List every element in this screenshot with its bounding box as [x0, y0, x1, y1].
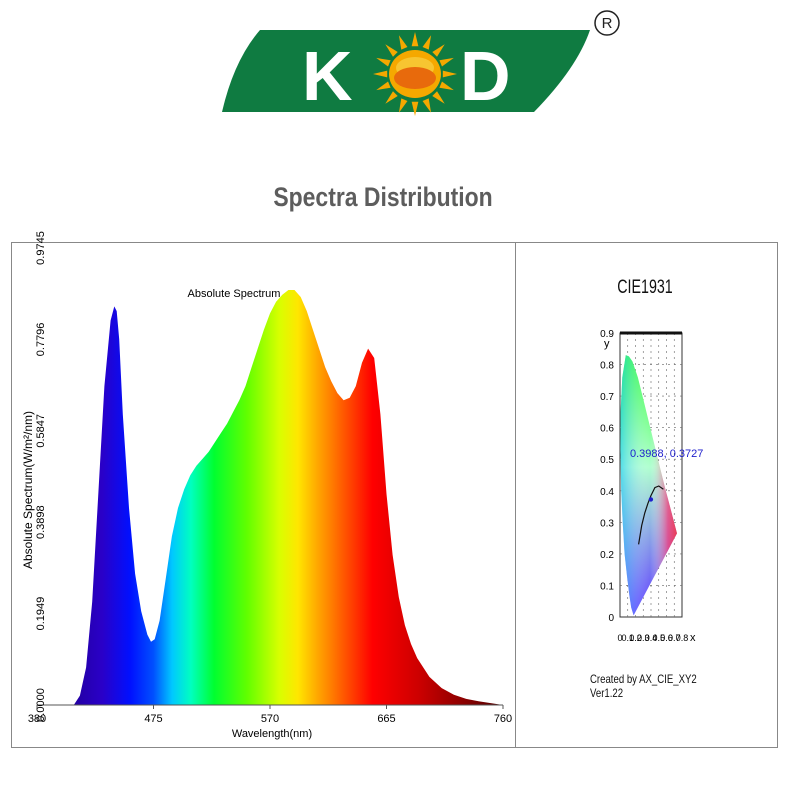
cie-y-tick-label: 0.1 [600, 581, 614, 592]
x-tick-label: 380 [28, 713, 46, 725]
sun-ray [439, 81, 454, 91]
y-tick-label: 0.9745 [35, 231, 47, 265]
registered-mark: R [602, 15, 613, 32]
sun-ray [373, 70, 388, 78]
x-tick-label: 475 [144, 713, 162, 725]
cie-x-tick-label: 0.3 [637, 633, 650, 643]
cie-y-tick-label: 0.6 [600, 424, 614, 435]
y-tick-label: 0.7796 [35, 323, 47, 357]
x-tick-label: 665 [377, 713, 395, 725]
cie-x-tick-label: 0.2 [629, 633, 642, 643]
x-tick-label: 760 [494, 713, 512, 725]
cie-color-gamut-overlay [620, 355, 677, 616]
chromaticity-point [648, 497, 654, 502]
cie-x-tick-label: 0.5 [652, 633, 665, 643]
sun-ray [432, 91, 445, 104]
cie-y-tick-label: 0 [608, 613, 614, 624]
sun-ray [385, 91, 398, 104]
x-tick-label: 570 [261, 713, 279, 725]
sun-ray [422, 35, 432, 50]
sun-ray [422, 98, 432, 113]
cie-x-axis-label: x [690, 632, 696, 644]
cie-y-tick-label: 0.2 [600, 550, 614, 561]
cie-y-tick-label: 0.3 [600, 518, 614, 529]
y-tick-label: 0.0000 [35, 688, 47, 722]
spectrum-title: Absolute Spectrum [188, 288, 281, 300]
sun-ray [385, 44, 398, 57]
cie-title: CIE1931 [617, 277, 673, 298]
logo-sun-icon [373, 32, 457, 116]
cie-y-axis-label: y [604, 338, 610, 350]
cie-y-tick-label: 0.5 [600, 455, 614, 466]
sun-ray [411, 101, 419, 116]
cie-x-tick-label: 0.8 [676, 633, 689, 643]
sun-ray [398, 98, 408, 113]
y-tick-label: 0.1949 [35, 597, 47, 631]
chromaticity-point-label: 0.3988, 0.3727 [630, 448, 703, 460]
spectrum-area [73, 290, 503, 705]
cie-y-tick-label: 0.4 [600, 487, 614, 498]
cie-x-tick-label: 0.1 [621, 633, 634, 643]
sun-ray [432, 44, 445, 57]
sun-ray [376, 81, 391, 91]
brand-logo: K D R [222, 10, 620, 116]
cie-x-tick-label: 0 [617, 633, 622, 643]
logo-letter-d: D [460, 37, 511, 115]
x-axis-label: Wavelength(nm) [232, 728, 312, 740]
sun-ray [439, 57, 454, 67]
sun-ray [442, 70, 457, 78]
y-tick-label: 0.5847 [35, 414, 47, 448]
sun-ray [398, 35, 408, 50]
cie-y-tick-label: 0.7 [600, 392, 614, 403]
sun-ray [411, 32, 419, 47]
sun-ray [376, 57, 391, 67]
y-axis-label: Absolute Spectrum(W/m²/nm) [21, 411, 35, 569]
chart-frame [11, 242, 778, 748]
logo-letter-k: K [302, 37, 353, 115]
page-title: Spectra Distribution [273, 182, 493, 212]
cie-x-tick-label: 0.6 [660, 633, 673, 643]
cie-credit: Created by AX_CIE_XY2 Ver1.22 [590, 672, 697, 700]
y-tick-label: 0.3898 [35, 505, 47, 539]
cie-y-tick-label: 0.8 [600, 361, 614, 372]
cie-x-tick-label: 0.4 [645, 633, 658, 643]
cie-y-tick-label: 0.9 [600, 329, 614, 340]
panel-divider [515, 242, 516, 748]
cie-x-tick-label: 0.7 [668, 633, 681, 643]
registered-mark-circle [594, 10, 620, 36]
